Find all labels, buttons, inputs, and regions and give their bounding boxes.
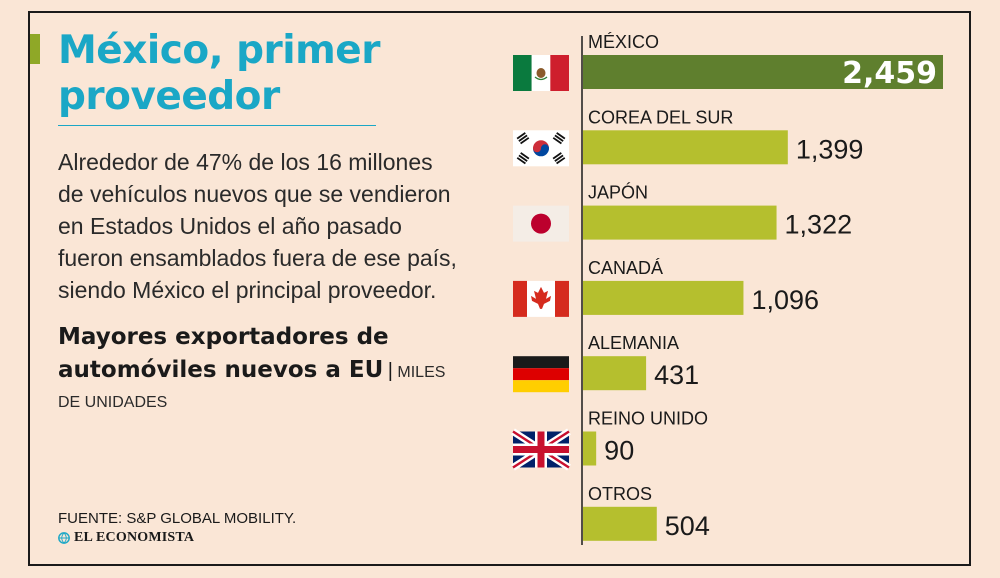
units-label-part-2: DE UNIDADES — [58, 394, 168, 411]
description-line-2: de vehículos nuevos que se vendieron — [58, 181, 451, 207]
value-label: 1,322 — [785, 210, 853, 240]
page-title: México, primer proveedor — [58, 28, 380, 120]
value-label: 504 — [665, 511, 710, 541]
value-label: 431 — [654, 360, 699, 390]
globe-icon — [58, 532, 70, 544]
bar — [583, 356, 647, 391]
mexico-flag — [513, 55, 569, 91]
japan-flag — [513, 205, 569, 242]
subtitle-line-1: Mayores exportadores de — [58, 324, 389, 350]
category-label: REINO UNIDO — [588, 409, 708, 429]
category-label: ALEMANIA — [588, 333, 679, 353]
category-label: MÉXICO — [588, 32, 659, 52]
description-paragraph: Alrededor de 47% de los 16 millones de v… — [58, 146, 488, 306]
bar — [583, 280, 744, 315]
title-line-1: México, primer — [58, 28, 380, 73]
chart-subtitle: Mayores exportadores de automóviles nuev… — [58, 322, 498, 418]
category-label: OTROS — [588, 484, 652, 504]
value-label: 2,459 — [842, 56, 937, 91]
subtitle-separator: | — [387, 360, 393, 382]
bar — [583, 55, 943, 89]
canada-flag — [513, 280, 569, 317]
units-label-part-1: MILES — [397, 364, 446, 381]
category-label: COREA DEL SUR — [588, 107, 733, 127]
description-line-1: Alrededor de 47% de los 16 millones — [58, 149, 433, 175]
germany-flag — [513, 356, 569, 393]
value-label: 1,399 — [796, 134, 864, 164]
bar — [583, 506, 657, 541]
category-label: JAPÓN — [588, 182, 648, 203]
source-note: FUENTE: S&P GLOBAL MOBILITY. — [58, 510, 297, 527]
description-line-5: siendo México el principal proveedor. — [58, 277, 437, 303]
publisher-name: EL ECONOMISTA — [74, 530, 195, 545]
category-label: CANADÁ — [588, 258, 663, 278]
subtitle-line-2: automóviles nuevos a EU — [58, 357, 384, 383]
south-korea-flag — [513, 130, 569, 167]
value-label: 90 — [604, 436, 634, 466]
title-divider — [58, 125, 376, 126]
value-label: 1,096 — [751, 285, 819, 315]
title-accent-bar — [30, 34, 40, 64]
bar — [583, 130, 788, 165]
united-kingdom-flag — [511, 428, 571, 471]
chart-frame — [28, 11, 971, 566]
bar — [583, 431, 597, 466]
description-line-3: en Estados Unidos el año pasado — [58, 213, 402, 239]
publisher-logo: EL ECONOMISTA — [58, 530, 194, 546]
title-line-2: proveedor — [58, 74, 280, 119]
bar — [583, 205, 777, 240]
description-line-4: fueron ensamblados fuera de ese país, — [58, 245, 457, 271]
